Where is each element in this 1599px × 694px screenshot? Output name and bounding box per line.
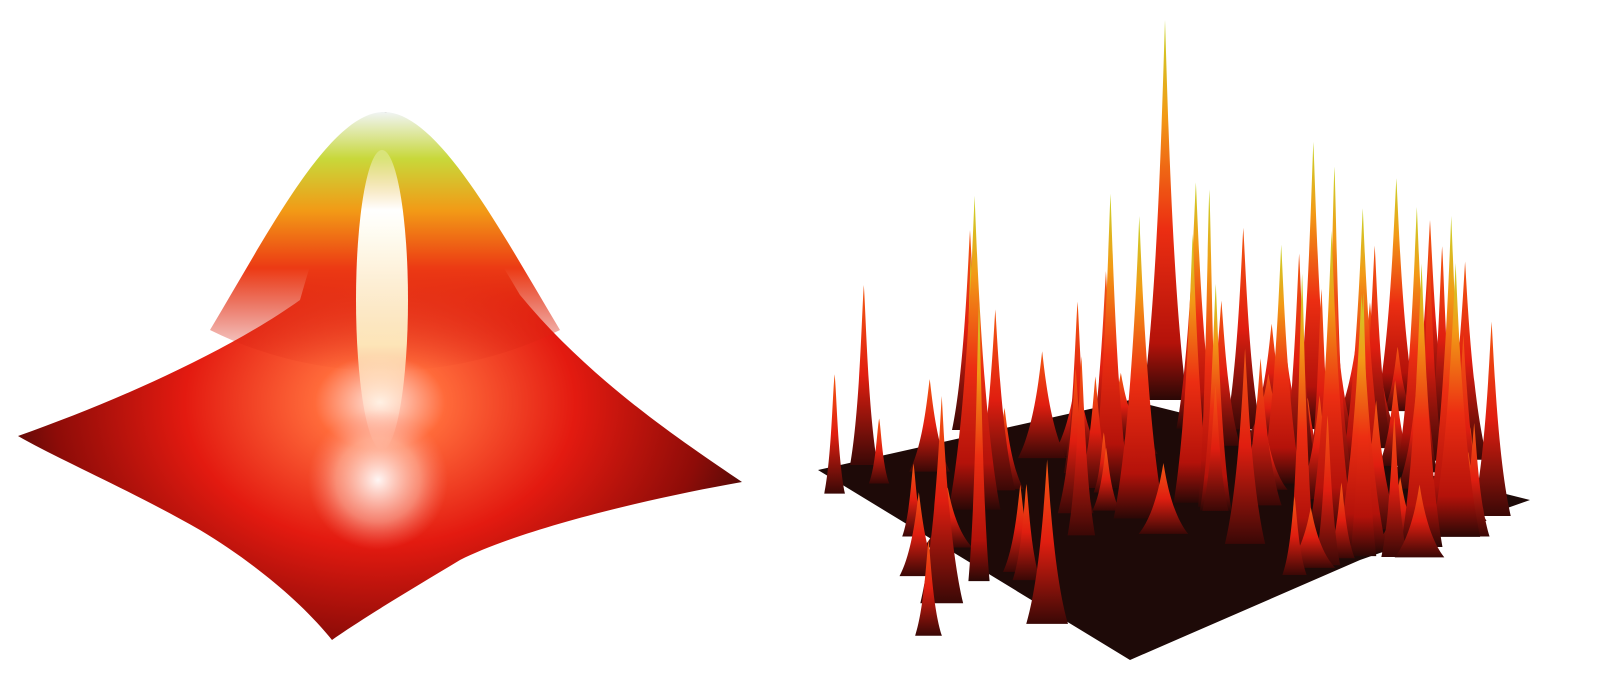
surface-peak xyxy=(824,374,845,494)
surface-peak xyxy=(1431,262,1481,537)
surface-peak xyxy=(1173,233,1212,503)
surface-peak xyxy=(1288,273,1316,561)
surface-peak xyxy=(1202,385,1229,511)
speckle-surface-plot xyxy=(818,20,1530,660)
surface-peak xyxy=(1113,216,1165,519)
surface-peak xyxy=(1472,321,1511,516)
surface-peak xyxy=(1091,193,1130,489)
surface-peak xyxy=(920,396,964,604)
surface-peak xyxy=(1012,484,1041,581)
surface-glow xyxy=(308,410,448,550)
gaussian-surface-plot xyxy=(18,112,742,640)
surface-peak xyxy=(1225,227,1261,430)
surface-peak xyxy=(868,418,890,484)
surface-peak xyxy=(915,540,942,636)
surface-peaks xyxy=(824,20,1511,636)
surface-peak xyxy=(1260,244,1302,484)
surface-peak xyxy=(1143,20,1187,400)
surface-peak xyxy=(1400,263,1443,548)
surface-peak xyxy=(1394,484,1445,558)
surface-peak xyxy=(1092,447,1120,511)
surface-peak xyxy=(1018,351,1067,459)
surface-peak xyxy=(1314,415,1341,566)
surface-peak xyxy=(968,304,990,582)
surface-peak xyxy=(1381,416,1408,558)
surface-peak xyxy=(850,284,878,465)
surface-peak xyxy=(1224,348,1266,544)
surface-highlight xyxy=(356,150,408,450)
surface-peak xyxy=(1309,230,1355,533)
surface-peak xyxy=(1282,496,1307,575)
surface-peak xyxy=(1376,178,1416,407)
surface-peak xyxy=(1067,356,1096,536)
surface-peak xyxy=(1383,346,1412,412)
surface-peak xyxy=(948,195,1001,510)
gaussian-surface-panel xyxy=(0,0,780,694)
surface-peak xyxy=(1350,292,1377,557)
speckle-surface-panel xyxy=(800,0,1599,694)
surface-peak xyxy=(1026,459,1068,624)
surface-peak xyxy=(1138,462,1189,534)
